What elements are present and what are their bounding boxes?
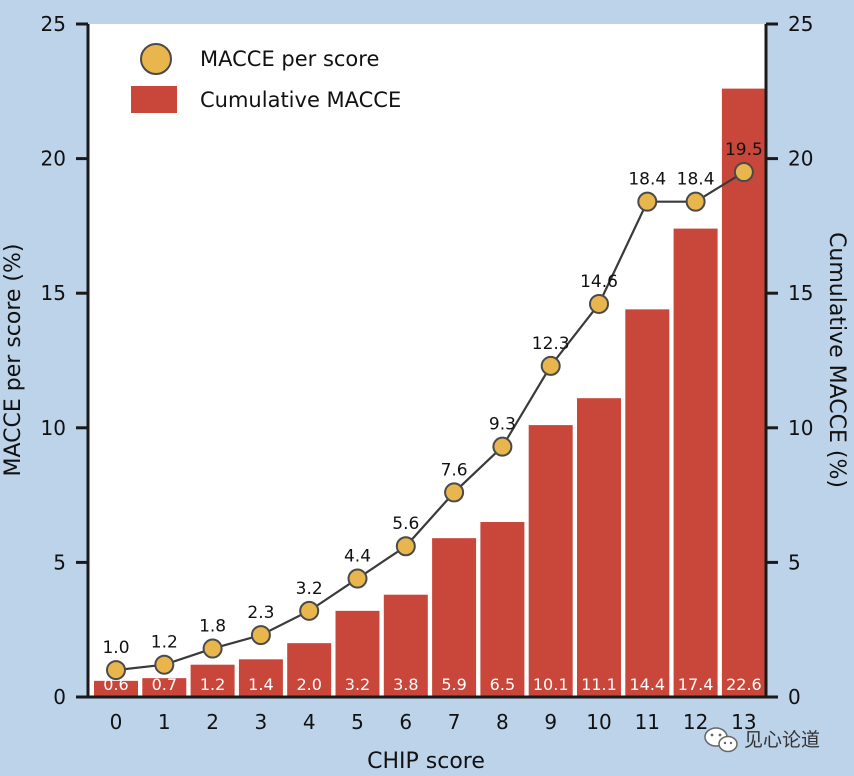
data-point-label: 1.8: [199, 617, 226, 637]
bar-value-label: 3.2: [345, 675, 370, 694]
x-tick-label: 0: [110, 710, 123, 734]
legend-label: MACCE per score: [200, 47, 379, 71]
data-point-label: 2.3: [247, 603, 274, 623]
y-axis-title-right: Cumulative MACCE (%): [824, 232, 849, 488]
bar-value-label: 0.7: [152, 675, 177, 694]
x-tick-label: 3: [255, 710, 268, 734]
data-point-label: 4.4: [344, 547, 371, 567]
data-point-label: 14.6: [580, 272, 618, 292]
bar: [383, 594, 428, 697]
data-point: [637, 191, 658, 212]
data-point-label: 1.2: [151, 633, 178, 653]
y-tick-label-right: 10: [788, 416, 813, 440]
x-tick-label: 1: [158, 710, 171, 734]
data-point: [589, 293, 609, 314]
y-tick-label-right: 20: [788, 147, 813, 171]
bar: [190, 664, 235, 697]
y-tick-label-left: 20: [41, 147, 66, 171]
data-point: [395, 536, 416, 557]
data-point: [685, 191, 706, 212]
data-point-label: 1.0: [102, 638, 129, 658]
x-tick-label: 12: [683, 710, 708, 734]
data-point-label: 18.4: [677, 170, 715, 190]
bar-value-label: 1.4: [248, 675, 273, 694]
data-point: [299, 600, 320, 621]
data-point: [250, 625, 271, 646]
data-point-label: 12.3: [532, 334, 570, 354]
bar-value-label: 11.1: [581, 675, 617, 694]
data-point-label: 7.6: [441, 460, 468, 480]
data-point-label: 18.4: [628, 170, 666, 190]
bar-value-label: 1.2: [200, 675, 225, 694]
bar: [432, 538, 477, 697]
y-tick-label-right: 15: [788, 281, 813, 305]
data-point: [540, 355, 561, 376]
y-tick-label-right: 25: [788, 12, 813, 36]
bar-value-label: 5.9: [441, 675, 466, 694]
x-tick-label: 11: [635, 710, 660, 734]
bar-value-label: 22.6: [726, 675, 762, 694]
y-tick-label-left: 5: [53, 550, 66, 574]
x-tick-label: 5: [351, 710, 364, 734]
bar: [480, 522, 525, 697]
x-tick-label: 10: [586, 710, 611, 734]
watermark-text: 见心论道: [744, 729, 820, 751]
data-point: [202, 638, 223, 659]
data-point-label: 9.3: [489, 415, 516, 435]
bar: [721, 88, 766, 697]
x-tick-label: 8: [496, 710, 509, 734]
bar: [577, 398, 621, 697]
bar: [528, 425, 573, 697]
wechat-icon: [704, 727, 738, 753]
bar-value-label: 10.1: [533, 675, 569, 694]
data-point: [154, 654, 175, 675]
bar-value-label: 14.4: [629, 675, 665, 694]
x-tick-label: 9: [544, 710, 557, 734]
bar-value-label: 17.4: [678, 675, 714, 694]
bar: [238, 659, 283, 697]
bar: [625, 309, 670, 697]
x-tick-label: 6: [399, 710, 412, 734]
y-tick-label-left: 15: [41, 281, 66, 305]
y-axis-title-left: MACCE per score (%): [1, 244, 26, 477]
y-tick-label-left: 25: [41, 12, 66, 36]
data-point: [444, 482, 465, 503]
bar-value-label: 6.5: [490, 675, 515, 694]
data-point: [347, 568, 368, 589]
y-tick-label-left: 10: [41, 416, 66, 440]
y-tick-label-right: 5: [788, 550, 801, 574]
bar: [335, 610, 380, 697]
bar: [94, 680, 138, 697]
data-point: [106, 660, 126, 681]
data-point-label: 19.5: [725, 140, 763, 160]
bar: [673, 228, 718, 698]
x-tick-label: 2: [206, 710, 219, 734]
data-point: [492, 436, 513, 457]
y-tick-label-left: 0: [53, 685, 66, 709]
bar-value-label: 3.8: [393, 675, 418, 694]
legend-marker-circle: [140, 43, 172, 75]
bar: [142, 678, 187, 697]
data-point: [733, 162, 754, 183]
bar-value-label: 0.6: [103, 675, 128, 694]
x-tick-label: 13: [731, 710, 756, 734]
y-tick-label-right: 0: [788, 685, 801, 709]
legend-label: Cumulative MACCE: [200, 88, 401, 112]
bar: [287, 643, 332, 697]
data-point-label: 5.6: [392, 514, 419, 534]
x-tick-label: 4: [303, 710, 316, 734]
legend-marker-bar: [131, 86, 177, 113]
x-tick-label: 7: [448, 710, 461, 734]
x-axis-title: CHIP score: [367, 749, 485, 774]
bar-value-label: 2.0: [296, 675, 321, 694]
data-point-label: 3.2: [296, 579, 323, 599]
